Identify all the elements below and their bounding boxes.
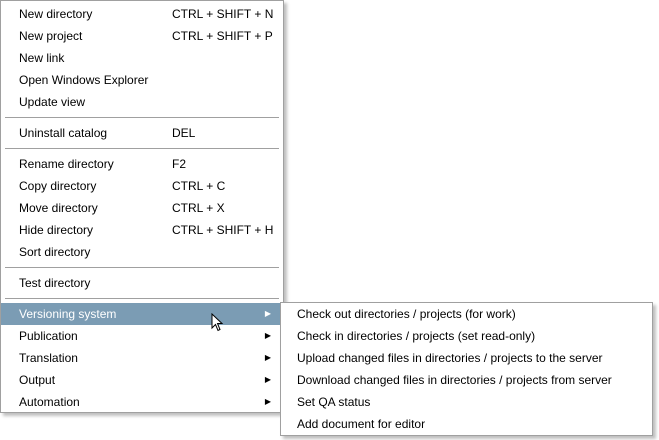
submenu-item[interactable]: Check in directories / projects (set rea… <box>281 325 652 347</box>
menu-item-translation[interactable]: Translation ▶ <box>1 347 283 369</box>
menu-item-new-link[interactable]: New link <box>1 47 283 69</box>
submenu-item-label: Check in directories / projects (set rea… <box>297 329 536 343</box>
submenu-item-label: Download changed files in directories / … <box>297 373 612 387</box>
menu-item-open-windows-explorer[interactable]: Open Windows Explorer <box>1 69 283 91</box>
submenu-item[interactable]: Check out directories / projects (for wo… <box>281 303 652 325</box>
menu-item-shortcut: CTRL + SHIFT + N <box>172 7 274 21</box>
menu-item-automation[interactable]: Automation ▶ <box>1 391 283 413</box>
menu-item-label: Output <box>19 373 56 387</box>
menu-item-label: Automation <box>19 395 80 409</box>
menu-separator <box>5 298 279 299</box>
menu-separator <box>5 148 279 149</box>
menu-item-label: Hide directory <box>19 223 94 237</box>
menu-item-label: Translation <box>19 351 78 365</box>
context-menu: New directory CTRL + SHIFT + N New project… <box>0 0 284 413</box>
menu-separator <box>5 117 279 118</box>
menu-item-shortcut: CTRL + X <box>172 201 225 215</box>
menu-item-label: New directory <box>19 7 93 21</box>
menu-item-copy-directory[interactable]: Copy directory CTRL + C <box>1 175 283 197</box>
menu-item-hide-directory[interactable]: Hide directory CTRL + SHIFT + H <box>1 219 283 241</box>
menu-item-shortcut: CTRL + C <box>172 179 226 193</box>
menu-item-publication[interactable]: Publication ▶ <box>1 325 283 347</box>
menu-item-label: Versioning system <box>19 307 117 321</box>
menu-item-label: Copy directory <box>19 179 97 193</box>
menu-item-uninstall-catalog[interactable]: Uninstall catalog DEL <box>1 122 283 144</box>
menu-item-label: Move directory <box>19 201 98 215</box>
submenu-item[interactable]: Add document for editor <box>281 413 652 435</box>
menu-separator <box>5 267 279 268</box>
submenu-arrow-icon: ▶ <box>264 309 271 318</box>
submenu-item-label: Set QA status <box>297 395 371 409</box>
menu-item-versioning-system[interactable]: Versioning system ▶ <box>1 303 283 325</box>
menu-item-rename-directory[interactable]: Rename directory F2 <box>1 153 283 175</box>
menu-item-label: Open Windows Explorer <box>19 73 149 87</box>
menu-item-label: Uninstall catalog <box>19 126 108 140</box>
submenu-arrow-icon: ▶ <box>264 397 271 406</box>
menu-item-output[interactable]: Output ▶ <box>1 369 283 391</box>
submenu-item[interactable]: Set QA status <box>281 391 652 413</box>
menu-item-shortcut: DEL <box>172 126 196 140</box>
menu-item-label: New project <box>19 29 83 43</box>
menu-item-sort-directory[interactable]: Sort directory <box>1 241 283 263</box>
menu-item-new-project[interactable]: New project CTRL + SHIFT + P <box>1 25 283 47</box>
mouse-cursor-icon <box>211 313 224 332</box>
menu-item-test-directory[interactable]: Test directory <box>1 272 283 294</box>
menu-item-move-directory[interactable]: Move directory CTRL + X <box>1 197 283 219</box>
menu-item-label: Update view <box>19 95 86 109</box>
menu-item-label: Publication <box>19 329 78 343</box>
submenu-item-label: Add document for editor <box>297 417 426 431</box>
menu-item-shortcut: CTRL + SHIFT + P <box>172 29 273 43</box>
menu-item-label: Rename directory <box>19 157 114 171</box>
submenu-item-label: Check out directories / projects (for wo… <box>297 307 516 321</box>
menu-item-new-directory[interactable]: New directory CTRL + SHIFT + N <box>1 3 283 25</box>
menu-item-shortcut: F2 <box>172 157 187 171</box>
menu-item-update-view[interactable]: Update view <box>1 91 283 113</box>
versioning-submenu: Check out directories / projects (for wo… <box>280 302 653 436</box>
menu-item-shortcut: CTRL + SHIFT + H <box>172 223 274 237</box>
submenu-item-label: Upload changed files in directories / pr… <box>297 351 603 365</box>
menu-item-label: Test directory <box>19 276 91 290</box>
menu-item-label: New link <box>19 51 65 65</box>
submenu-arrow-icon: ▶ <box>264 375 271 384</box>
submenu-item[interactable]: Download changed files in directories / … <box>281 369 652 391</box>
menu-item-label: Sort directory <box>19 245 91 259</box>
submenu-arrow-icon: ▶ <box>264 353 271 362</box>
submenu-item[interactable]: Upload changed files in directories / pr… <box>281 347 652 369</box>
submenu-arrow-icon: ▶ <box>264 331 271 340</box>
